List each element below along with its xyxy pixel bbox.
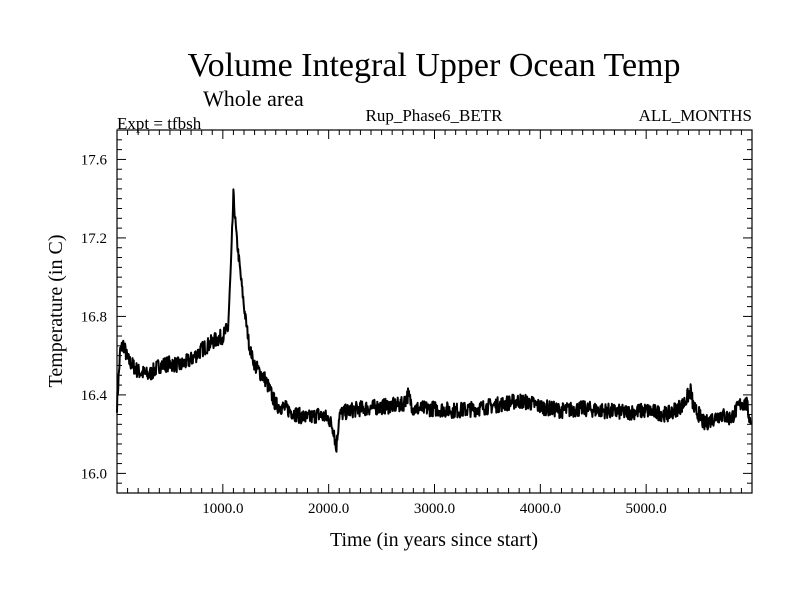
x-tick-label: 4000.0	[520, 501, 561, 517]
y-major-ticks	[117, 158, 752, 474]
x-tick-label: 2000.0	[308, 501, 349, 517]
x-tick-label: 1000.0	[202, 501, 243, 517]
y-tick-label: 16.8	[81, 309, 107, 325]
series-line	[116, 188, 752, 453]
y-tick-label: 16.4	[81, 388, 108, 404]
expt-annotation: Expt = tfbsh	[117, 114, 202, 133]
months-annotation: ALL_MONTHS	[639, 106, 752, 125]
x-major-ticks	[222, 130, 647, 493]
run-annotation: Rup_Phase6_BETR	[366, 106, 504, 125]
x-tick-label: 5000.0	[626, 501, 667, 517]
plot-frame	[116, 129, 753, 494]
x-axis-label: Time (in years since start)	[330, 529, 538, 551]
y-tick-label: 17.2	[81, 231, 107, 247]
x-tick-label: 3000.0	[414, 501, 455, 517]
chart-subtitle: Whole area	[203, 86, 304, 111]
y-tick-label: 17.6	[81, 152, 108, 168]
y-axis-label: Temperature (in C)	[45, 235, 67, 388]
y-tick-label: 16.0	[81, 466, 107, 482]
y-minor-ticks	[117, 139, 752, 484]
x-minor-ticks	[127, 130, 742, 493]
chart-title: Volume Integral Upper Ocean Temp	[188, 47, 681, 84]
